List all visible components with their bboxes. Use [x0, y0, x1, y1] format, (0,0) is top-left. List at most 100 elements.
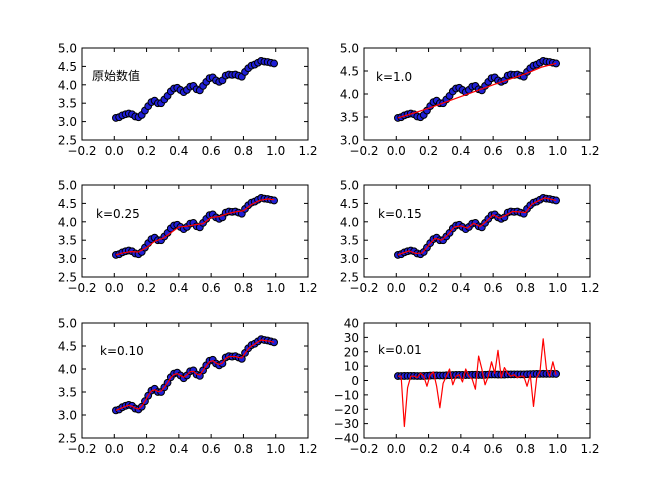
scatter-series [112, 56, 279, 122]
x-tick-label: 0.0 [387, 281, 406, 295]
y-tick-label: 3.0 [340, 134, 359, 148]
plot-area [394, 56, 560, 122]
y-tick-label: 4.5 [340, 197, 359, 211]
x-tick-label: 0.0 [105, 442, 124, 456]
x-tick-label: 1.2 [298, 281, 317, 295]
y-tick-label: −40 [334, 432, 359, 446]
y-tick-label: −10 [334, 388, 359, 402]
x-tick-label: 1.0 [266, 281, 285, 295]
x-tick-label: 0.4 [451, 144, 470, 158]
x-tick-label: 1.0 [548, 442, 567, 456]
fit-line [397, 62, 557, 119]
x-tick-label: 0.4 [451, 442, 470, 456]
y-tick-label: 40 [344, 317, 359, 331]
subplot-3: −0.2 0.0 0.2 0.4 0.6 0.8 1.0 1.2 2.5 3.0 3.5 4.0 4.5… [58, 179, 318, 296]
axes-frame [363, 184, 591, 278]
subplot-annotation: k=0.25 [96, 207, 140, 221]
y-tick-label: 4.0 [58, 363, 77, 377]
y-tick-label: 30 [344, 331, 359, 345]
y-tick-label: 10 [344, 360, 359, 374]
x-tick-label: 1.2 [298, 442, 317, 456]
y-tick-label: 4.5 [340, 65, 359, 79]
y-tick-label: 2.5 [58, 432, 77, 446]
x-tick-label: 0.2 [419, 442, 438, 456]
y-tick-label: 3.0 [58, 115, 77, 129]
y-tick-label: 4.5 [58, 340, 77, 354]
subplot-annotation: k=1.0 [376, 70, 412, 84]
x-tick-label: 0.6 [484, 144, 503, 158]
subplot-5: −0.2 0.0 0.2 0.4 0.6 0.8 1.0 1.2 2.5 3.0 3.5 4.0 4.5… [58, 317, 318, 457]
subplot-annotation: k=0.01 [378, 343, 422, 357]
axes-frame [81, 47, 309, 141]
subplot-annotation: k=0.15 [378, 207, 422, 221]
x-tick-label: 0.6 [202, 281, 221, 295]
x-tick-label: 1.2 [298, 144, 317, 158]
x-tick-label: 0.2 [137, 281, 156, 295]
y-tick-label: 2.5 [58, 271, 77, 285]
fit-line [397, 197, 557, 256]
y-tick-label: 3.0 [58, 409, 77, 423]
axes-frame [81, 322, 309, 439]
subplot-4: −0.2 0.0 0.2 0.4 0.6 0.8 1.0 1.2 2.5 3.0 3.5 4.0 4.5… [340, 179, 600, 296]
x-tick-label: −0.2 [67, 281, 96, 295]
x-tick-label: 1.2 [580, 144, 599, 158]
y-tick-label: 20 [344, 345, 359, 359]
data-point [270, 59, 279, 68]
x-tick-label: 0.8 [234, 144, 253, 158]
x-tick-label: 0.2 [137, 442, 156, 456]
y-tick-label: 4.5 [58, 60, 77, 74]
y-tick-label: 3.5 [340, 234, 359, 248]
y-tick-label: 4.0 [58, 215, 77, 229]
x-tick-label: 0.8 [516, 144, 535, 158]
x-tick-label: 0.6 [484, 281, 503, 295]
y-tick-label: 3.0 [58, 252, 77, 266]
x-tick-label: 0.6 [202, 144, 221, 158]
x-tick-label: 0.8 [516, 281, 535, 295]
x-tick-label: 0.0 [105, 144, 124, 158]
subplot-annotation: 原始数值 [92, 68, 140, 83]
x-tick-label: 0.2 [419, 144, 438, 158]
x-tick-label: −0.2 [67, 442, 96, 456]
y-tick-label: 5.0 [340, 42, 359, 56]
x-tick-label: 0.0 [105, 281, 124, 295]
x-tick-label: 0.8 [234, 281, 253, 295]
fit-line [397, 338, 557, 428]
x-tick-label: −0.2 [349, 281, 378, 295]
y-tick-label: 3.5 [58, 97, 77, 111]
y-tick-label: 4.5 [58, 197, 77, 211]
x-tick-label: 0.2 [419, 281, 438, 295]
y-tick-label: 2.5 [340, 271, 359, 285]
y-tick-label: 3.5 [58, 234, 77, 248]
x-tick-label: 1.2 [580, 281, 599, 295]
x-tick-label: 1.0 [548, 144, 567, 158]
x-tick-label: 1.0 [548, 281, 567, 295]
subplot-6: −0.2 0.0 0.2 0.4 0.6 0.8 1.0 1.2 −40−30−20−10010… [334, 317, 600, 457]
x-tick-label: 0.6 [202, 442, 221, 456]
fit-line [115, 198, 275, 256]
x-tick-label: −0.2 [349, 442, 378, 456]
y-tick-label: 5.0 [58, 179, 77, 193]
subplot-2: −0.2 0.0 0.2 0.4 0.6 0.8 1.0 1.2 3.0 3.5 4.0 4.5 5.0… [340, 42, 600, 159]
x-tick-label: −0.2 [67, 144, 96, 158]
y-tick-label: 3.5 [58, 386, 77, 400]
x-tick-label: 0.4 [169, 281, 188, 295]
x-tick-label: 0.0 [387, 442, 406, 456]
x-tick-label: 0.0 [387, 144, 406, 158]
plot-area [394, 338, 560, 428]
subplot-1: −0.2 0.0 0.2 0.4 0.6 0.8 1.0 1.2 2.5 3.0 3.5 4.0 4.5… [58, 42, 318, 159]
x-tick-label: 0.4 [451, 281, 470, 295]
y-tick-label: 4.0 [340, 215, 359, 229]
x-tick-label: 1.0 [266, 442, 285, 456]
x-tick-label: 1.0 [266, 144, 285, 158]
y-tick-label: 3.0 [340, 252, 359, 266]
subplot-annotation: k=0.10 [100, 344, 144, 358]
x-tick-label: 1.2 [580, 442, 599, 456]
y-tick-label: 0 [351, 374, 359, 388]
y-tick-label: 5.0 [340, 179, 359, 193]
plot-area [112, 193, 279, 259]
y-tick-label: 2.5 [58, 134, 77, 148]
x-tick-label: −0.2 [349, 144, 378, 158]
x-tick-label: 0.2 [137, 144, 156, 158]
plot-area [394, 193, 560, 259]
